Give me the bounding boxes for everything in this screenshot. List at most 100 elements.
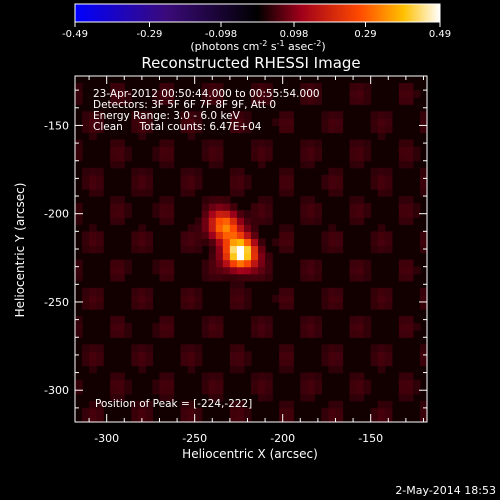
- heatmap-cell: [110, 160, 118, 169]
- heatmap-cell: [82, 407, 90, 416]
- heatmap-cell: [180, 414, 189, 422]
- annotation-clean-counts: Clean Total counts: 6.47E+04: [93, 121, 262, 133]
- heatmap-cell: [131, 301, 139, 310]
- heatmap-cell: [138, 224, 146, 232]
- heatmap-cell: [236, 400, 245, 409]
- heatmap-cell: [321, 287, 330, 296]
- heatmap-cell: [215, 238, 224, 247]
- heatmap-cell: [321, 125, 330, 134]
- heatmap-cell: [258, 273, 266, 282]
- heatmap-cell: [265, 97, 273, 105]
- heatmap-cell: [194, 217, 203, 225]
- heatmap-cell: [124, 146, 132, 155]
- heatmap-cell: [356, 203, 365, 211]
- heatmap-cell: [321, 344, 330, 352]
- heatmap-cell: [229, 358, 238, 367]
- heatmap-cell: [117, 273, 125, 282]
- heatmap-cell: [131, 344, 139, 352]
- heatmap-cell: [215, 259, 224, 268]
- heatmap-cell: [215, 160, 224, 169]
- heatmap-cell: [166, 386, 175, 395]
- heatmap-cell: [152, 266, 161, 275]
- heatmap-cell: [89, 238, 97, 247]
- heatmap-cell: [82, 351, 90, 360]
- heatmap-cell: [159, 330, 168, 338]
- heatmap-cell: [236, 174, 245, 183]
- heatmap-cell: [286, 287, 294, 296]
- axis-ticks: -300 -250 -200 -150 -300 -250 -200 -150: [44, 76, 427, 445]
- heatmap-cell: [412, 146, 421, 155]
- heatmap-cell: [187, 344, 196, 352]
- heatmap-cell: [159, 323, 168, 331]
- heatmap-cell: [314, 266, 322, 275]
- heatmap-cell: [286, 118, 294, 127]
- heatmap-cell: [412, 323, 421, 331]
- heatmap-cell: [251, 316, 259, 324]
- heatmap-cell: [145, 125, 154, 134]
- heatmap-cell: [124, 259, 132, 268]
- heatmap-cell: [180, 245, 189, 254]
- heatmap-cell: [180, 181, 189, 190]
- heatmap-cell: [328, 125, 337, 134]
- heatmap-cell: [96, 287, 104, 296]
- heatmap-cell: [328, 181, 337, 190]
- heatmap-cell: [258, 323, 266, 331]
- heatmap-cell: [110, 139, 118, 148]
- heatmap-cell: [356, 372, 365, 381]
- heatmap-cell: [419, 231, 427, 240]
- heatmap-cell: [236, 111, 245, 119]
- heatmap-cell: [349, 196, 358, 204]
- heatmap-cell: [314, 83, 322, 91]
- heatmap-cell: [258, 210, 266, 218]
- heatmap-cell: [398, 153, 407, 162]
- heatmap-cell: [335, 365, 344, 374]
- heatmap-cell: [229, 414, 238, 422]
- heatmap-cell: [321, 181, 330, 190]
- heatmap-cell: [215, 224, 224, 232]
- heatmap-cell: [405, 330, 414, 338]
- heatmap-cell: [405, 97, 414, 105]
- heatmap-cell: [96, 238, 104, 247]
- heatmap-cell: [180, 400, 189, 409]
- heatmap-cell: [117, 386, 125, 395]
- heatmap-cell: [75, 146, 83, 155]
- heatmap-cell: [229, 344, 238, 352]
- heatmap-cell: [236, 280, 245, 289]
- heatmap-cell: [236, 414, 245, 422]
- heatmap-cell: [110, 259, 118, 268]
- heatmap-cell: [265, 90, 273, 98]
- heatmap-cell: [307, 160, 315, 169]
- heatmap-cell: [265, 259, 273, 268]
- colorbar-label: (photons cm-2 s-1 asec-2): [190, 39, 325, 53]
- heatmap-cell: [138, 301, 146, 310]
- heatmap-cell: [187, 351, 196, 360]
- heatmap-cell: [180, 344, 189, 352]
- heatmap-cell: [96, 414, 104, 422]
- heatmap-cell: [356, 210, 365, 218]
- heatmap-cell: [229, 351, 238, 360]
- x-tick-label: -150: [358, 432, 383, 445]
- heatmap-cell: [110, 316, 118, 324]
- heatmap-cell: [215, 217, 224, 225]
- heatmap-cell: [131, 351, 139, 360]
- heatmap-cell: [236, 344, 245, 352]
- heatmap-cell: [117, 83, 125, 91]
- heatmap-cell: [265, 153, 273, 162]
- heatmap-cell: [201, 139, 210, 148]
- heatmap-cell: [307, 393, 315, 402]
- heatmap-cell: [286, 245, 294, 254]
- heatmap-cell: [384, 111, 393, 119]
- heatmap-cell: [272, 118, 280, 127]
- heatmap-cell: [236, 224, 245, 232]
- heatmap-cell: [335, 294, 344, 303]
- heatmap-cell: [215, 97, 224, 105]
- heatmap-cell: [82, 181, 90, 190]
- heatmap-cell: [131, 287, 139, 296]
- heatmap-cell: [370, 287, 379, 296]
- heatmap-cell: [229, 231, 238, 240]
- heatmap-cell: [349, 379, 358, 388]
- heatmap-cell: [300, 330, 308, 338]
- heatmap-cell: [208, 238, 217, 247]
- heatmap-cell: [251, 252, 259, 261]
- heatmap-cell: [251, 224, 259, 232]
